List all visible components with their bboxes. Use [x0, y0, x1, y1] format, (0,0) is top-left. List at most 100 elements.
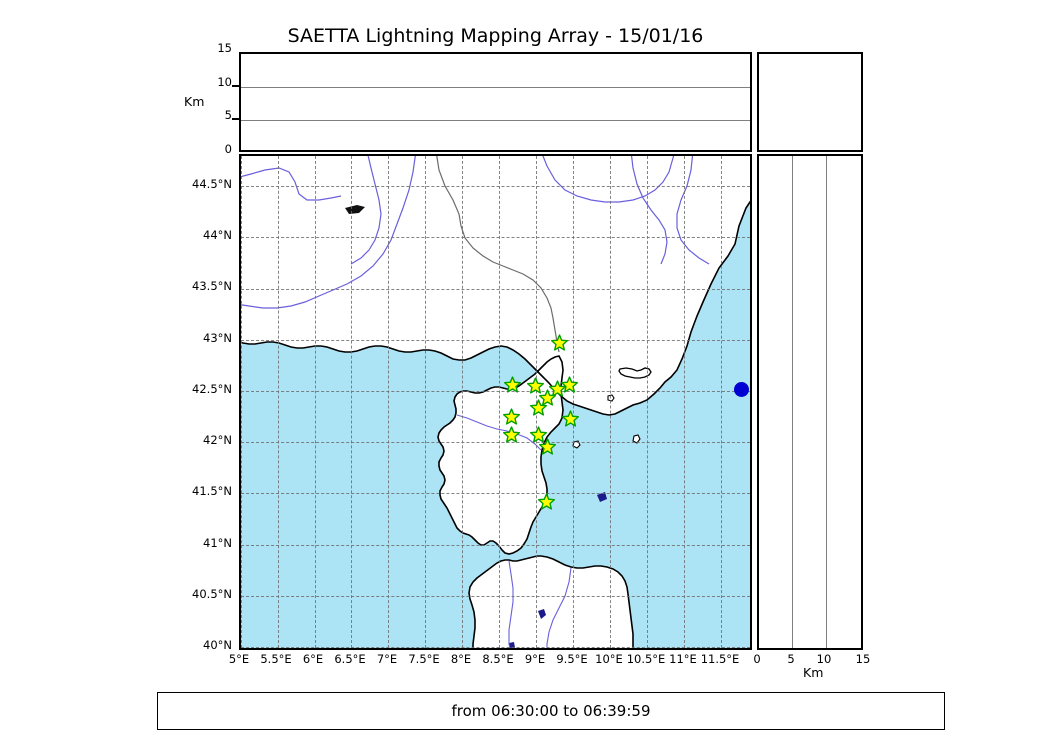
map-gridline-lat-42.5 — [241, 391, 750, 392]
river-north-1 — [241, 167, 342, 201]
map-gridline-lat-42 — [241, 442, 750, 443]
map-gridline-lon-11.5 — [721, 156, 722, 648]
xtick-lon-9: 9°E — [524, 652, 546, 666]
river-rhone — [241, 156, 416, 309]
ytick-lat-42.5: 42.5°N — [192, 382, 232, 396]
river-sardinia-1 — [508, 560, 514, 648]
map-gridline-lon-10.5 — [647, 156, 648, 648]
lake-marker-north — [345, 205, 365, 214]
ytick-lat-40.5: 40.5°N — [192, 587, 232, 601]
lagoon-sardinia — [538, 609, 546, 619]
map-gridline-lon-6.5 — [351, 156, 352, 648]
map-gridline-lon-10 — [610, 156, 611, 648]
ytick-top-10: 10 — [217, 75, 232, 89]
station-marker-star — [503, 408, 521, 425]
xtick-lon-7: 7°E — [376, 652, 398, 666]
xtick-lon-6: 6°E — [302, 652, 324, 666]
landmass-sardinia — [469, 556, 633, 648]
panel-corner-plotarea — [759, 54, 861, 150]
river-corsica-golo — [456, 414, 542, 451]
station-marker-star — [503, 376, 521, 394]
panel-corner-empty — [757, 52, 863, 152]
xtick-lon-5: 5°E — [228, 652, 250, 666]
map-gridline-lat-44 — [241, 237, 750, 238]
map-gridline-lat-40 — [241, 647, 750, 648]
gridline-top-10km — [241, 87, 750, 88]
ytick-lat-43.5: 43.5°N — [192, 279, 232, 293]
xtick-lon-9.5: 9.5°E — [556, 652, 588, 666]
tickmark-top-5 — [232, 118, 239, 120]
map-gridline-lon-8 — [462, 156, 463, 648]
xtick-lon-8: 8°E — [450, 652, 472, 666]
panel-altitude-vs-longitude-plotarea — [241, 54, 750, 150]
river-north-2 — [350, 156, 382, 265]
station-marker-star — [549, 380, 567, 398]
map-gridline-lon-5.5 — [278, 156, 279, 648]
map-gridline-lat-40.5 — [241, 596, 750, 597]
map-gridline-lat-43.5 — [241, 289, 750, 290]
xtick-lon-10: 10°E — [595, 652, 623, 666]
station-marker-star — [550, 334, 568, 351]
xtick-lon-5.5: 5.5°E — [260, 652, 292, 666]
river-po — [542, 156, 675, 203]
ytick-top-15: 15 — [217, 41, 232, 55]
coastline-corsica — [437, 355, 564, 555]
xtick-lon-6.5: 6.5°E — [334, 652, 366, 666]
time-range-statusbar: from 06:30:00 to 06:39:59 — [157, 692, 945, 730]
xtick-lon-8.5: 8.5°E — [482, 652, 514, 666]
lagoon-sardinia-2 — [509, 642, 515, 648]
time-range-text: from 06:30:00 to 06:39:59 — [451, 702, 651, 720]
xtick-right-0: 0 — [753, 652, 761, 666]
map-gridline-lon-7.5 — [425, 156, 426, 648]
panel-latitude-vs-altitude — [757, 154, 863, 650]
xtick-right-10: 10 — [816, 652, 832, 666]
coastline-capraia — [607, 394, 615, 402]
gridline-top-5km — [241, 120, 750, 121]
border-france-italy — [436, 156, 560, 353]
lightning-source-marker — [734, 382, 750, 398]
map-gridline-lat-44.5 — [241, 186, 750, 187]
ytick-lat-43: 43°N — [203, 331, 232, 345]
panel-latitude-vs-altitude-plotarea — [759, 156, 861, 648]
ytick-top-5: 5 — [224, 108, 232, 122]
landmass-elba — [619, 368, 651, 378]
landmass-mainland-europe — [241, 156, 750, 415]
map-gridline-lon-6 — [315, 156, 316, 648]
station-marker-star — [537, 493, 555, 510]
map-gridline-lat-41 — [241, 545, 750, 546]
axis-label-km-vertical: Km — [184, 94, 205, 109]
station-marker-star — [503, 425, 521, 443]
map-gridline-lon-9.5 — [573, 156, 574, 648]
ytick-lat-44.5: 44.5°N — [192, 177, 232, 191]
panel-map[interactable] — [239, 154, 752, 650]
map-gridline-lat-41.5 — [241, 493, 750, 494]
map-plotarea[interactable] — [241, 156, 750, 648]
panel-altitude-vs-longitude — [239, 52, 752, 152]
xtick-lon-10.5: 10.5°E — [626, 652, 666, 666]
gridline-right-5km — [792, 156, 793, 648]
map-gridline-lon-7 — [388, 156, 389, 648]
map-gridline-lat-43 — [241, 340, 750, 341]
ytick-top-0: 0 — [224, 142, 232, 156]
page-title: SAETTA Lightning Mapping Array - 15/01/1… — [287, 25, 704, 47]
coast-marker-tuscany — [597, 492, 607, 502]
ytick-lat-41: 41°N — [203, 536, 232, 550]
xtick-lon-11.5: 11.5°E — [700, 652, 740, 666]
ytick-lat-44: 44°N — [203, 228, 232, 242]
river-sardinia-2 — [546, 567, 572, 648]
ytick-lat-40: 40°N — [203, 638, 232, 652]
xtick-lon-7.5: 7.5°E — [408, 652, 440, 666]
river-east-1 — [630, 156, 668, 265]
station-marker-star — [527, 377, 545, 394]
map-gridline-lon-11 — [684, 156, 685, 648]
station-marker-star — [538, 438, 556, 456]
axis-label-km-horizontal: Km — [803, 665, 824, 680]
map-gridline-lon-8.5 — [499, 156, 500, 648]
map-gridline-lon-9 — [536, 156, 537, 648]
map-gridline-lon-5 — [241, 156, 242, 648]
station-marker-star — [529, 399, 547, 416]
coastline-sardinia — [468, 555, 634, 648]
ytick-lat-41.5: 41.5°N — [192, 484, 232, 498]
gridline-right-10km — [826, 156, 827, 648]
